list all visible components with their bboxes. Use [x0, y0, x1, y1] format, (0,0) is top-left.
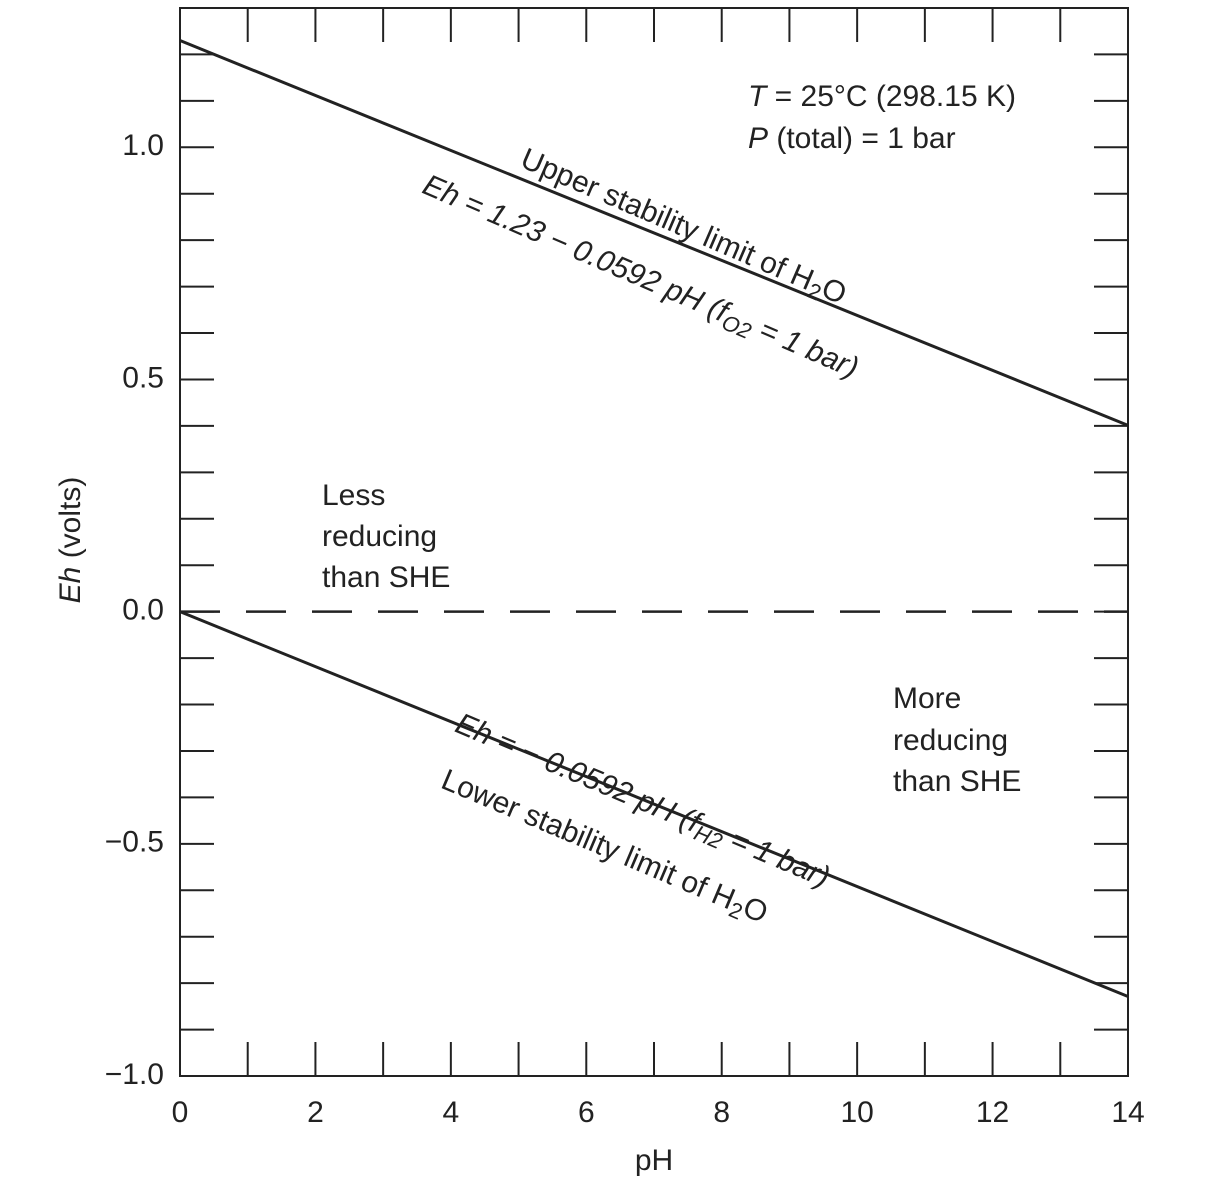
annotation: reducing	[322, 520, 437, 553]
annotation-part: T	[748, 80, 769, 113]
stability-line	[179, 39, 1129, 427]
annotation-part: than SHE	[322, 561, 450, 594]
x-tick-label: 4	[443, 1096, 460, 1129]
annotation: P (total) = 1 bar	[748, 122, 956, 155]
annotation: than SHE	[322, 561, 450, 594]
y-axis-label-part: Eh	[54, 567, 87, 604]
annotation: than SHE	[893, 765, 1021, 798]
annotation-part: than SHE	[893, 765, 1021, 798]
annotation-part: = 25°C (298.15 K)	[766, 80, 1016, 113]
x-tick-label: 6	[578, 1096, 595, 1129]
x-tick-label: 10	[840, 1096, 873, 1129]
x-tick-label: 0	[172, 1096, 189, 1129]
x-axis-label: pH	[635, 1144, 673, 1177]
stability-line	[179, 610, 1129, 998]
x-tick-label: 14	[1111, 1096, 1144, 1129]
x-tick-label: 12	[976, 1096, 1009, 1129]
y-tick-label: −1.0	[105, 1058, 164, 1091]
y-tick-label: −0.5	[105, 826, 164, 859]
annotation-part: O	[738, 890, 772, 929]
x-tick-label: 8	[713, 1096, 730, 1129]
y-tick-label: 0.5	[122, 361, 164, 394]
annotation-part: More	[893, 682, 961, 715]
annotation-part: (total) = 1 bar	[768, 122, 956, 155]
annotation-part: = 1 bar)	[747, 310, 863, 385]
annotation: Less	[322, 479, 385, 512]
annotation: reducing	[893, 724, 1008, 757]
y-axis-label: Eh (volts)	[54, 477, 87, 604]
y-tick-label: 1.0	[122, 129, 164, 162]
annotation-part: reducing	[322, 520, 437, 553]
annotation: More	[893, 682, 961, 715]
x-tick-label: 2	[307, 1096, 324, 1129]
annotation: T = 25°C (298.15 K)	[748, 80, 1016, 113]
annotation-part: O	[817, 272, 851, 312]
annotation-part: Less	[322, 479, 385, 512]
annotation-part: P	[748, 122, 768, 155]
y-axis-label-part: (volts)	[54, 477, 87, 567]
y-tick-label: 0.0	[122, 594, 164, 627]
annotation-part: reducing	[893, 724, 1008, 757]
